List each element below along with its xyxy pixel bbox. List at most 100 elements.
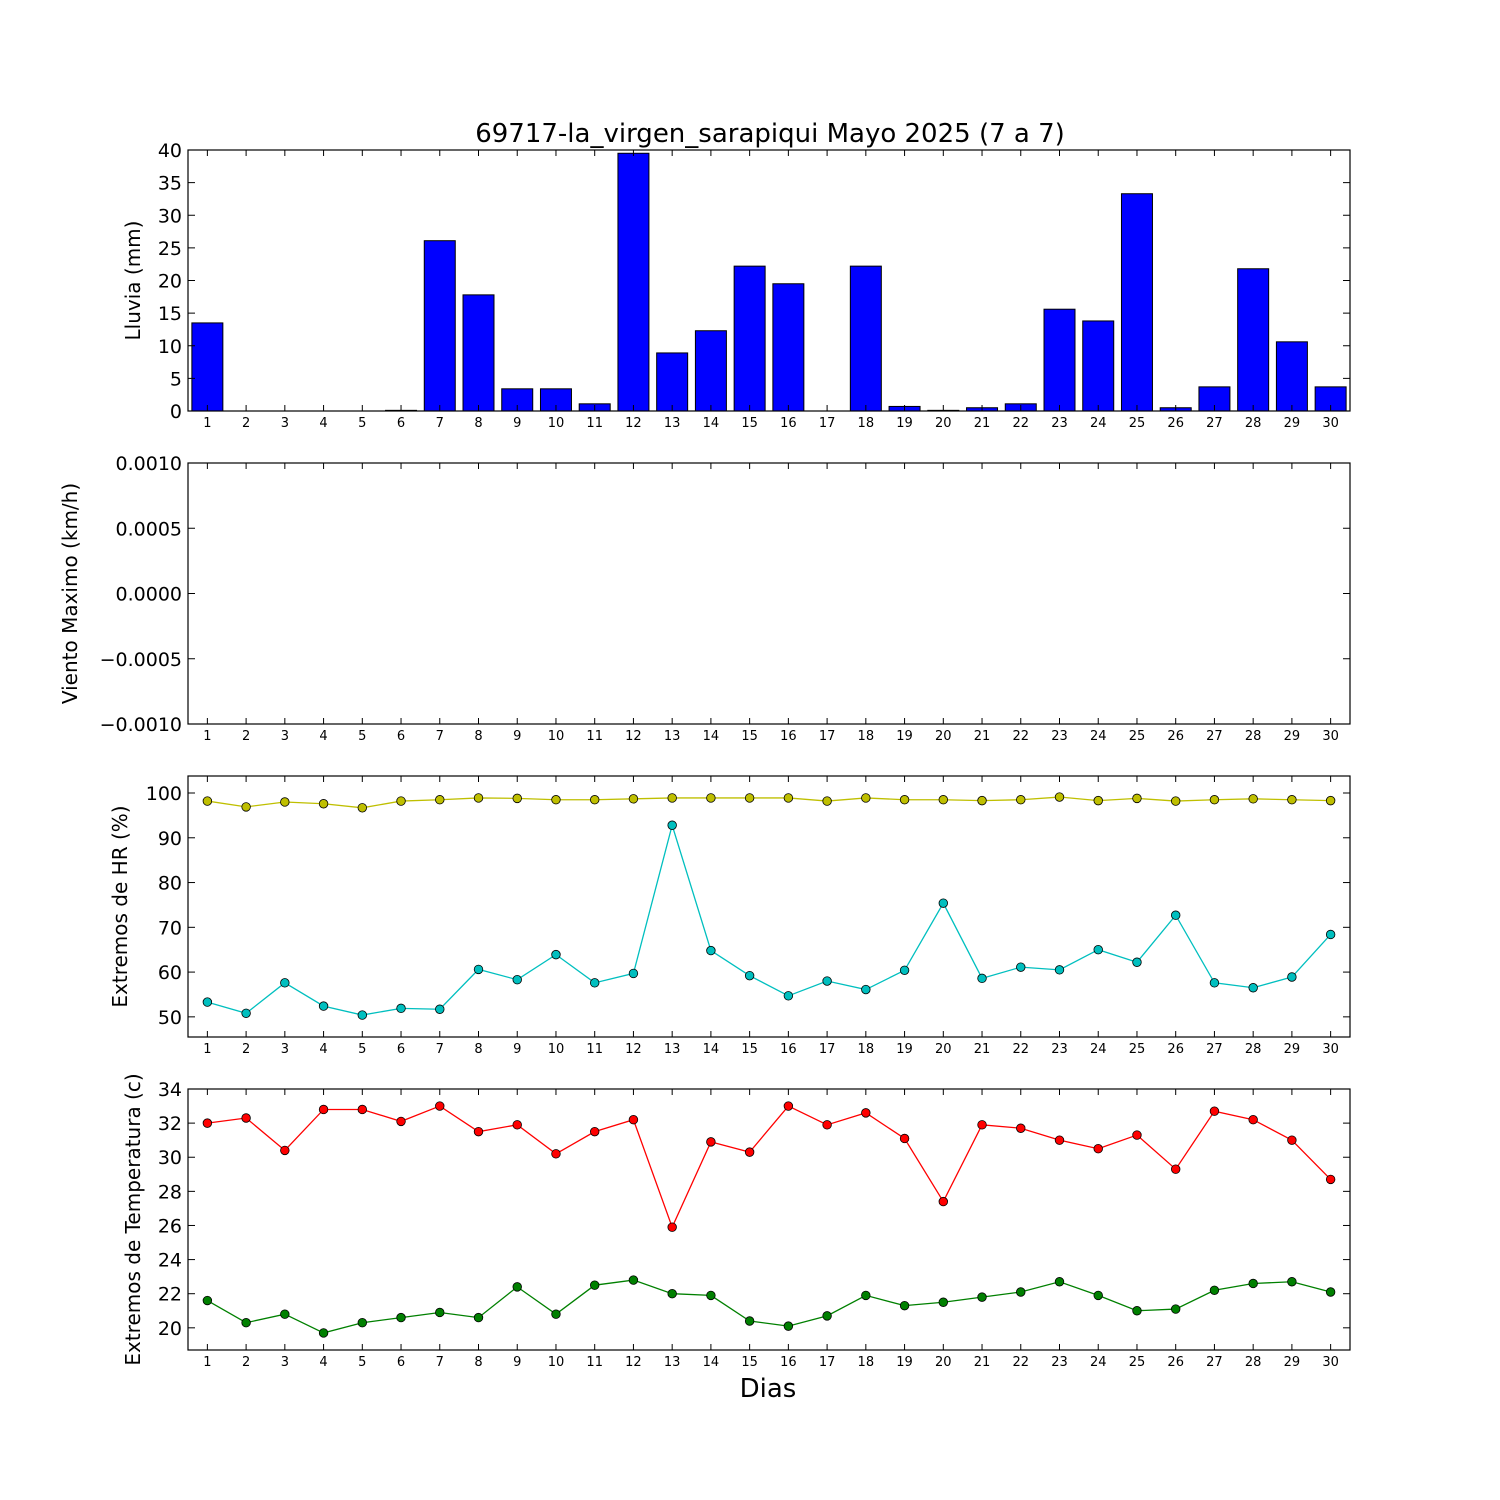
- point-series-2-day-20: [938, 898, 949, 908]
- x-tick-label: 27: [1206, 1042, 1223, 1057]
- x-tick-label: 19: [896, 729, 913, 744]
- y-tick-label: 90: [158, 828, 182, 850]
- point-series-1-day-22: [1016, 1123, 1026, 1133]
- point-series-2-day-25: [1132, 957, 1142, 967]
- point-series-1-day-15: [744, 1147, 755, 1157]
- panel-4: 1 2 3 4 5 6 7 8 9 10 11 12 13 14 15 16 17 18 19 20 21 22 23 24 2…: [121, 1073, 1351, 1370]
- y-axis-label: Lluvia (mm): [121, 221, 145, 341]
- y-tick-label: 10: [158, 336, 182, 358]
- x-tick-label: 10: [548, 416, 565, 431]
- x-tick-label: 30: [1322, 729, 1339, 744]
- x-tick-label: 14: [703, 1042, 720, 1057]
- x-tick-label: 2: [242, 416, 250, 431]
- point-series-2-day-2: [241, 1008, 251, 1018]
- point-series-1-day-10: [551, 1149, 561, 1159]
- y-tick-label: 15: [158, 303, 182, 325]
- point-series-2-day-24: [1093, 945, 1103, 955]
- point-series-1-day-14: [706, 793, 716, 803]
- y-tick-label: 0.0010: [116, 453, 182, 475]
- x-tick-label: 16: [780, 1042, 797, 1057]
- y-tick-label: 5: [170, 368, 182, 390]
- x-tick-label: 13: [664, 729, 681, 744]
- x-tick-label: 15: [741, 1355, 758, 1370]
- point-series-1-day-17: [822, 1120, 832, 1130]
- bar-day-16: [772, 283, 805, 412]
- y-tick-label: 70: [158, 917, 182, 939]
- point-series-2-day-6: [396, 1312, 406, 1323]
- x-tick-label: 18: [858, 729, 875, 744]
- series-line-1: [207, 796, 1331, 809]
- point-series-2-day-14: [706, 945, 716, 956]
- x-tick-label: 8: [474, 729, 482, 744]
- point-series-2-day-14: [706, 1290, 716, 1301]
- point-series-2-day-3: [280, 978, 290, 988]
- x-tick-label: 29: [1284, 729, 1301, 744]
- point-series-1-day-11: [590, 795, 600, 805]
- x-tick-label: 12: [625, 1042, 642, 1057]
- bar-day-13: [656, 352, 689, 412]
- x-tick-label: 18: [858, 1042, 875, 1057]
- x-tick-label: 21: [974, 1355, 991, 1370]
- point-series-1-day-19: [899, 795, 910, 805]
- point-series-1-day-20: [938, 795, 949, 805]
- x-tick-label: 24: [1090, 416, 1107, 431]
- point-series-2-day-27: [1209, 1285, 1220, 1295]
- x-tick-label: 28: [1245, 416, 1262, 431]
- point-series-2-day-26: [1170, 910, 1181, 920]
- x-tick-label: 4: [319, 416, 327, 431]
- bar-day-8: [462, 294, 495, 412]
- x-tick-label: 2: [242, 1042, 250, 1057]
- point-series-1-day-28: [1248, 1115, 1258, 1125]
- point-series-2-day-13: [667, 820, 677, 830]
- x-tick-label: 15: [741, 729, 758, 744]
- y-tick-label: 26: [158, 1215, 182, 1237]
- y-tick-label: 60: [158, 962, 182, 984]
- point-series-2-day-12: [628, 1275, 639, 1285]
- point-series-2-day-1: [202, 997, 213, 1007]
- point-series-1-day-28: [1248, 794, 1258, 804]
- y-tick-label: 100: [146, 783, 182, 805]
- point-series-2-day-6: [396, 1003, 406, 1014]
- x-tick-label: 30: [1322, 1355, 1339, 1370]
- point-series-2-day-9: [512, 975, 522, 985]
- x-tick-label: 29: [1284, 1355, 1301, 1370]
- x-tick-label: 4: [319, 729, 327, 744]
- bar-day-7: [423, 240, 456, 412]
- point-series-1-day-25: [1132, 1130, 1142, 1140]
- x-tick-label: 1: [203, 1355, 211, 1370]
- bar-day-25: [1120, 193, 1153, 412]
- x-tick-label: 20: [935, 1042, 952, 1057]
- y-tick-label: 80: [158, 873, 182, 895]
- x-tick-label: 4: [319, 1042, 327, 1057]
- point-series-1-day-30: [1325, 1174, 1336, 1185]
- x-tick-label: 20: [935, 729, 952, 744]
- x-tick-label: 22: [1012, 1355, 1029, 1370]
- point-series-1-day-24: [1093, 795, 1103, 806]
- point-series-2-day-30: [1325, 929, 1336, 940]
- point-series-1-day-9: [512, 793, 522, 804]
- point-series-2-day-26: [1170, 1304, 1181, 1314]
- x-tick-label: 26: [1167, 729, 1184, 744]
- x-tick-label: 29: [1284, 1042, 1301, 1057]
- figure-title: 69717-la_virgen_sarapiqui Mayo 2025 (7 a…: [475, 119, 1065, 149]
- panel-1: 1 2 3 4 5 6 7 8 9 10 11 12 13 14 15 16 17 18 19 20 21 22 23 24 2…: [121, 140, 1351, 431]
- x-tick-label: 28: [1245, 729, 1262, 744]
- bar-day-29: [1275, 341, 1308, 412]
- point-series-2-day-27: [1209, 978, 1220, 988]
- x-tick-label: 16: [780, 416, 797, 431]
- point-series-2-day-23: [1054, 1277, 1065, 1287]
- y-tick-label: 0.0000: [116, 584, 182, 606]
- y-tick-label: 35: [158, 173, 182, 195]
- point-series-1-day-7: [435, 1101, 445, 1111]
- point-series-1-day-27: [1209, 1106, 1220, 1116]
- point-series-1-day-27: [1209, 795, 1220, 805]
- point-series-2-day-28: [1248, 1278, 1258, 1289]
- x-tick-label: 23: [1051, 1042, 1068, 1057]
- x-tick-label: 7: [436, 1355, 444, 1370]
- plot-area: [188, 776, 1350, 1037]
- y-tick-label: 20: [158, 1318, 182, 1340]
- point-series-2-day-15: [744, 1316, 755, 1326]
- x-tick-label: 26: [1167, 416, 1184, 431]
- bar-day-28: [1237, 268, 1270, 412]
